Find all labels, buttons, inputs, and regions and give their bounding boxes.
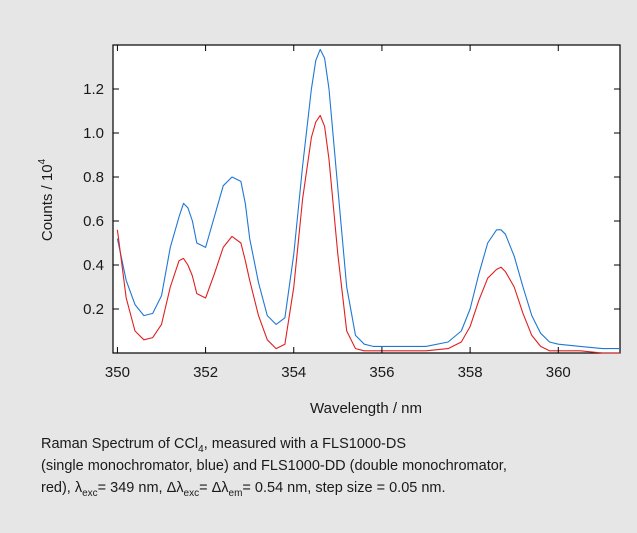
y-axis-title: Counts / 104 [37,158,56,241]
series-line-1 [116,48,620,350]
caption-line-3: red), λexc= 349 nm, Δλexc= Δλem= 0.54 nm… [41,480,446,499]
ticks-layer: 350 352 354 356 358 360 0.2 0.4 0.6 0.8 1.0 1.2 [83,45,620,381]
y-tick-label: 0.2 [83,301,104,318]
series-layer [116,48,620,354]
y-tick-label: 0.8 [83,169,104,186]
x-axis-title: Wavelength / nm [310,400,422,417]
y-tick-label: 0.6 [83,213,104,230]
y-tick-label: 0.4 [83,257,104,274]
y-tick-label: 1.0 [83,125,104,142]
x-tick-label: 352 [193,364,218,381]
x-tick-label: 354 [281,364,306,381]
x-tick-label: 350 [105,364,130,381]
caption-line-2: (single monochromator, blue) and FLS1000… [41,458,507,474]
x-tick-label: 360 [546,364,571,381]
caption-line-1: Raman Spectrum of CCl4, measured with a … [41,436,406,455]
y-axis-title-main: Counts / 10 [39,164,56,241]
figure-caption: Raman Spectrum of CCl4, measured with a … [41,433,637,499]
y-axis-title-exponent: 4 [37,158,48,164]
x-tick-label: 358 [458,364,483,381]
series-line-2 [116,114,620,354]
x-tick-label: 356 [369,364,394,381]
plot-area [112,44,621,354]
y-tick-label: 1.2 [83,81,104,98]
chart: 350 352 354 356 358 360 0.2 0.4 0.6 0.8 1.0 1.2 Wav… [37,44,621,417]
